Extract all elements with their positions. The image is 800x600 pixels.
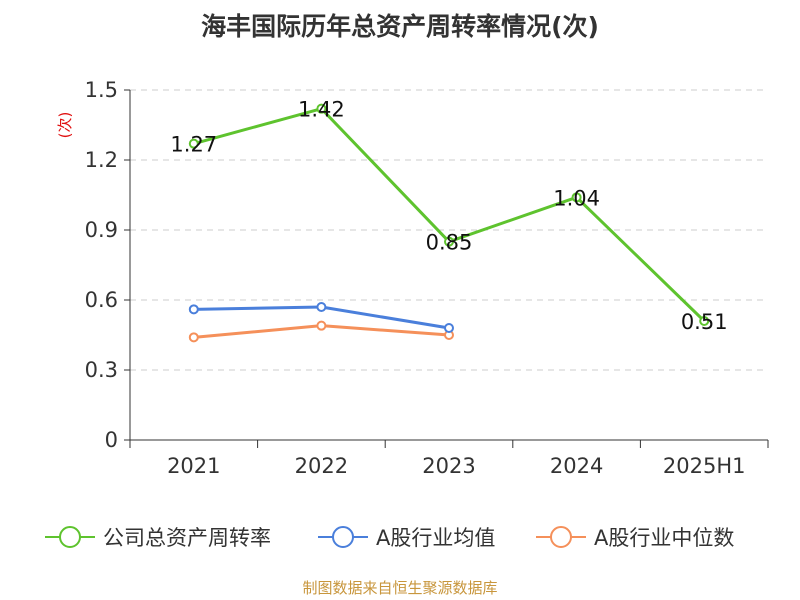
axes: 0 0.3 0.6 0.9 1.2 1.5 2021 2022 2023 2024 2025H1 bbox=[85, 78, 769, 478]
data-point bbox=[571, 192, 582, 203]
y-axis-label: (次) bbox=[56, 112, 74, 139]
data-point bbox=[444, 323, 454, 333]
y-tick-label: 0 bbox=[105, 428, 118, 452]
data-point bbox=[699, 316, 710, 326]
source-note: 制图数据来自恒生聚源数据库 bbox=[302, 579, 497, 597]
series-line bbox=[193, 107, 706, 323]
legend-label: A股行业中位数 bbox=[594, 526, 734, 550]
data-label: 1.27 bbox=[170, 133, 217, 157]
data-point bbox=[316, 103, 327, 114]
data-label: 1.42 bbox=[298, 98, 345, 122]
y-tick-label: 0.9 bbox=[85, 218, 118, 242]
x-tick-label: 2025H1 bbox=[663, 454, 746, 478]
x-tick-label: 2024 bbox=[550, 454, 603, 478]
legend: 公司总资产周转率 A股行业均值 A股行业中位数 bbox=[45, 526, 734, 550]
legend-label: A股行业均值 bbox=[376, 526, 495, 550]
chart-title: 海丰国际历年总资产周转率情况(次) bbox=[201, 12, 599, 41]
legend-marker bbox=[59, 526, 81, 548]
data-point bbox=[316, 302, 327, 312]
data-label: 1.04 bbox=[553, 186, 600, 210]
y-tick-label: 0.3 bbox=[85, 358, 118, 382]
y-tick-label: 1.2 bbox=[85, 148, 118, 172]
legend-marker bbox=[550, 526, 572, 548]
y-tick-label: 1.5 bbox=[85, 78, 118, 102]
legend-marker bbox=[332, 526, 354, 548]
data-point bbox=[316, 320, 327, 331]
grid-lines bbox=[130, 89, 768, 371]
x-tick-label: 2021 bbox=[167, 454, 220, 478]
data-label: 0.85 bbox=[426, 231, 473, 255]
data-label: 0.51 bbox=[681, 310, 728, 334]
y-tick-label: 0.6 bbox=[85, 288, 118, 312]
legend-label: 公司总资产周转率 bbox=[103, 526, 271, 550]
series-group bbox=[188, 103, 710, 343]
data-point bbox=[188, 138, 199, 149]
data-point bbox=[188, 304, 199, 315]
x-tick-label: 2023 bbox=[422, 454, 475, 478]
x-tick-label: 2022 bbox=[295, 454, 348, 478]
data-point bbox=[188, 332, 199, 343]
data-labels: 1.27 1.42 0.85 1.04 0.51 bbox=[170, 98, 727, 334]
data-point bbox=[444, 236, 454, 247]
